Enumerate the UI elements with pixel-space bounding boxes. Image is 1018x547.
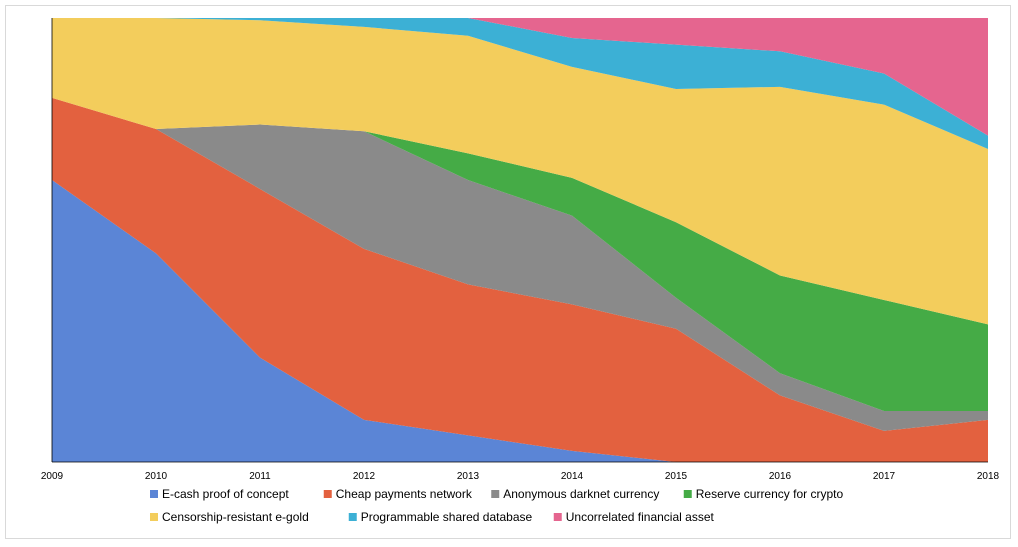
legend-label-cheap-payments-network: Cheap payments network [336, 487, 473, 501]
x-tick-label-2009: 2009 [41, 471, 64, 482]
area-anonymous-darknet-currency [52, 97, 988, 431]
legend-label-e-cash-proof-of-concept: E-cash proof of concept [162, 487, 289, 501]
area-cheap-payments-network [52, 97, 988, 463]
legend-swatch-programmable-shared-database [348, 513, 357, 521]
x-tick-label-2013: 2013 [457, 471, 480, 482]
x-tick-label-2018: 2018 [977, 471, 1000, 482]
x-tick-labels: 2009 2010 2011 2012 2013 2014 2015 2016 2017 2018 [41, 471, 1000, 482]
x-tick-label-2016: 2016 [769, 471, 792, 482]
legend-label-reserve-currency-for-crypto: Reserve currency for crypto [696, 487, 844, 501]
legend-label-censorship-resistant-e-gold: Censorship-resistant e-gold [162, 510, 309, 524]
legend-label-anonymous-darknet-currency: Anonymous darknet currency [503, 487, 659, 501]
x-tick-label-2011: 2011 [249, 471, 271, 482]
area-programmable-shared-database [52, 18, 988, 149]
area-e-cash-proof-of-concept [52, 180, 988, 462]
legend-swatch-reserve-currency-for-crypto [683, 490, 692, 498]
area-censorship-resistant-e-gold [52, 18, 988, 325]
legend-swatch-anonymous-darknet-currency [491, 490, 500, 498]
x-tick-label-2014: 2014 [561, 471, 584, 482]
legend-label-programmable-shared-database: Programmable shared database [361, 510, 533, 524]
legend: E-cash proof of concept Cheap payments ne… [150, 487, 843, 524]
area-series-group [52, 18, 988, 463]
x-tick-label-2012: 2012 [353, 471, 376, 482]
area-uncorrelated-financial-asset [52, 18, 988, 136]
x-tick-label-2015: 2015 [665, 471, 688, 482]
legend-swatch-uncorrelated-financial-asset [553, 513, 562, 521]
area-reserve-currency-for-crypto [52, 97, 988, 411]
legend-swatch-e-cash-proof-of-concept [150, 490, 158, 498]
x-tick-label-2010: 2010 [145, 471, 168, 482]
x-tick-label-2017: 2017 [873, 471, 896, 482]
legend-swatch-cheap-payments-network [323, 490, 332, 498]
legend-swatch-censorship-resistant-e-gold [150, 513, 158, 521]
legend-label-uncorrelated-financial-asset: Uncorrelated financial asset [566, 510, 715, 524]
